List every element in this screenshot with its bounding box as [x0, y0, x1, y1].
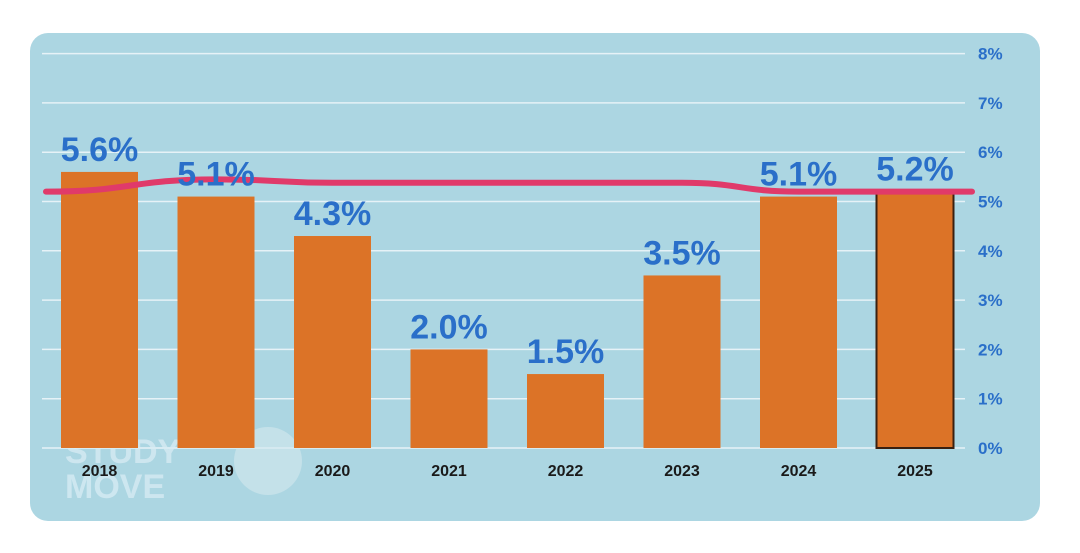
y-tick-label: 0% — [978, 439, 1003, 458]
bar-2021 — [410, 349, 488, 448]
bar-2018 — [61, 171, 138, 449]
bar-2023 — [643, 275, 721, 448]
value-label-2020: 4.3% — [294, 195, 372, 233]
category-label-2020: 2020 — [315, 463, 351, 480]
x-axis-categories: 2018 2019 2020 2021 2022 2023 2024 2025 — [82, 463, 933, 480]
bar-2022 — [527, 374, 604, 448]
y-tick-label: 1% — [978, 390, 1003, 409]
y-tick-label: 2% — [978, 340, 1003, 359]
y-tick-label: 3% — [978, 291, 1003, 310]
value-label-2021: 2.0% — [410, 308, 488, 346]
bars — [61, 171, 955, 449]
bar-chart: STUDY MOVE 5.6%5.1%4.3%2.0%1.5%3.5%5.1% 5… — [42, 45, 1003, 506]
value-label-2024: 5.1% — [760, 156, 838, 194]
trend-line — [43, 176, 975, 195]
category-label-2025: 2025 — [897, 463, 933, 480]
y-tick-label: 4% — [978, 242, 1003, 261]
category-label-2018: 2018 — [82, 463, 118, 480]
category-label-2022: 2022 — [548, 463, 584, 480]
category-label-2024: 2024 — [781, 463, 817, 480]
y-tick-label: 5% — [978, 193, 1003, 212]
chart-card: STUDY MOVE 5.6% 5.1% 4.3% 2.0% 1.5% 3.5% 5.1% 5… — [30, 33, 1040, 521]
y-tick-label: 7% — [978, 94, 1003, 113]
category-label-2023: 2023 — [664, 463, 700, 480]
y-tick-label: 8% — [978, 45, 1003, 64]
value-label-2023: 3.5% — [643, 234, 721, 272]
y-axis-ticks: 0% 1% 2% 3% 4% 5% 6% 7% 8% — [978, 45, 1003, 458]
value-label-2022: 1.5% — [527, 333, 605, 371]
value-label-2025: 5.2% — [876, 151, 954, 189]
bar-2019 — [177, 196, 255, 448]
category-label-2019: 2019 — [198, 463, 234, 480]
watermark: STUDY MOVE — [65, 427, 302, 506]
watermark-line-2: MOVE — [65, 468, 165, 506]
bar-2024 — [760, 196, 837, 448]
bar-2020 — [294, 236, 371, 448]
y-tick-label: 6% — [978, 143, 1003, 162]
trend-line-group — [43, 176, 975, 195]
value-label-2018: 5.6% — [61, 131, 139, 169]
value-label-2019: 5.1% — [177, 156, 255, 194]
category-label-2021: 2021 — [431, 463, 467, 480]
bar-2025 — [875, 190, 955, 449]
value-labels: 5.6% 5.1% 4.3% 2.0% 1.5% 3.5% 5.1% 5.2% — [61, 131, 954, 371]
